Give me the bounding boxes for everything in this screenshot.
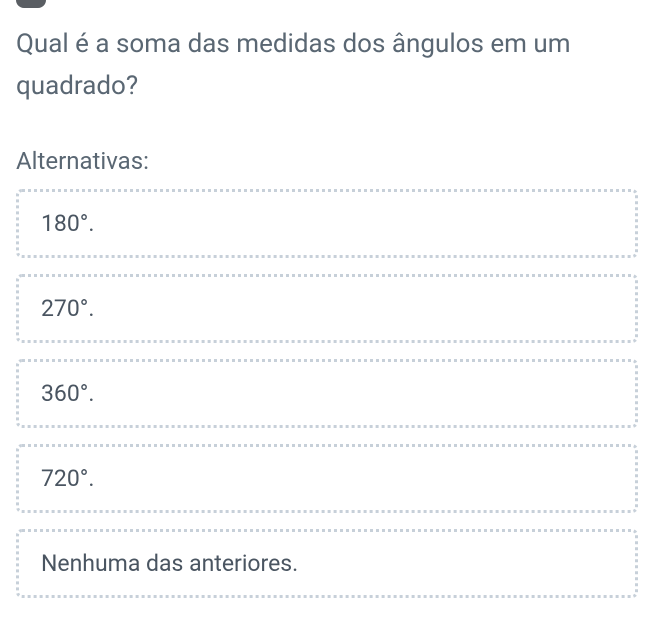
- alternative-option[interactable]: Nenhuma das anteriores.: [16, 529, 638, 598]
- alternatives-list: 180°. 270°. 360°. 720°. Nenhuma das ante…: [16, 189, 638, 598]
- alternative-option[interactable]: 720°.: [16, 444, 638, 513]
- alternative-text: 720°.: [41, 465, 94, 492]
- avatar-fragment: [16, 0, 46, 8]
- alternatives-label: Alternativas:: [16, 147, 638, 175]
- alternative-option[interactable]: 270°.: [16, 274, 638, 343]
- alternative-text: 270°.: [41, 295, 94, 322]
- alternative-option[interactable]: 360°.: [16, 359, 638, 428]
- alternative-text: 360°.: [41, 380, 94, 407]
- alternative-option[interactable]: 180°.: [16, 189, 638, 258]
- question-text: Qual é a soma das medidas dos ângulos em…: [16, 24, 638, 107]
- alternative-text: Nenhuma das anteriores.: [41, 550, 298, 577]
- alternative-text: 180°.: [41, 210, 94, 237]
